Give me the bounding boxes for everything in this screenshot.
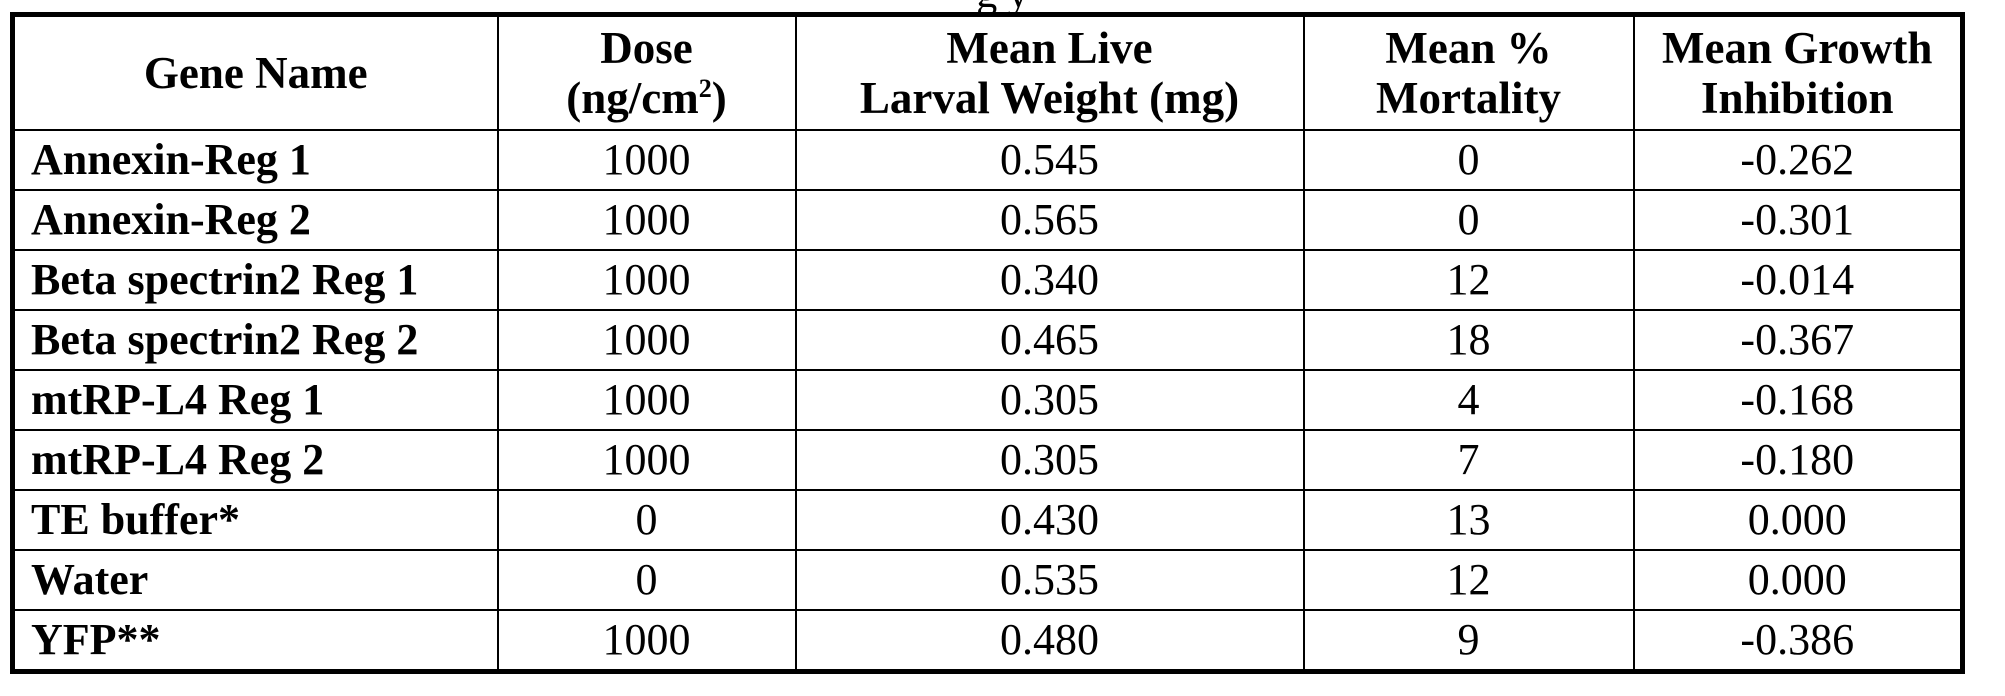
larval-weight-cell: 0.340	[796, 250, 1304, 310]
growth-inhibition-cell: -0.180	[1634, 430, 1963, 490]
growth-inhibition-cell: -0.301	[1634, 190, 1963, 250]
header-mean-mortality: Mean % Mortality	[1304, 15, 1634, 131]
mortality-cell: 7	[1304, 430, 1634, 490]
gene-name-cell: mtRP-L4 Reg 1	[13, 370, 498, 430]
gene-name-cell: Annexin-Reg 2	[13, 190, 498, 250]
header-dose: Dose (ng/cm2)	[498, 15, 796, 131]
header-gene-name: Gene Name	[13, 15, 498, 131]
mortality-cell: 4	[1304, 370, 1634, 430]
dose-cell: 1000	[498, 250, 796, 310]
growth-inhibition-cell: -0.168	[1634, 370, 1963, 430]
dose-cell: 1000	[498, 370, 796, 430]
table-row: Annexin-Reg 110000.5450-0.262	[13, 130, 1963, 190]
gene-name-cell: Beta spectrin2 Reg 1	[13, 250, 498, 310]
table-row: Beta spectrin2 Reg 110000.34012-0.014	[13, 250, 1963, 310]
larval-weight-cell: 0.565	[796, 190, 1304, 250]
mortality-cell: 0	[1304, 190, 1634, 250]
table-row: YFP**10000.4809-0.386	[13, 610, 1963, 672]
growth-inhibition-cell: -0.386	[1634, 610, 1963, 672]
table-row: Annexin-Reg 210000.5650-0.301	[13, 190, 1963, 250]
dose-cell: 1000	[498, 130, 796, 190]
dose-cell: 0	[498, 550, 796, 610]
gene-name-cell: Annexin-Reg 1	[13, 130, 498, 190]
larval-weight-cell: 0.430	[796, 490, 1304, 550]
mortality-cell: 12	[1304, 250, 1634, 310]
growth-inhibition-cell: 0.000	[1634, 490, 1963, 550]
larval-weight-cell: 0.305	[796, 430, 1304, 490]
table-row: TE buffer*00.430130.000	[13, 490, 1963, 550]
larval-weight-cell: 0.480	[796, 610, 1304, 672]
table-row: Water00.535120.000	[13, 550, 1963, 610]
larval-weight-cell: 0.305	[796, 370, 1304, 430]
gene-name-cell: TE buffer*	[13, 490, 498, 550]
growth-inhibition-cell: 0.000	[1634, 550, 1963, 610]
larval-weight-cell: 0.535	[796, 550, 1304, 610]
header-mean-live-larval-weight: Mean Live Larval Weight (mg)	[796, 15, 1304, 131]
gene-name-cell: Water	[13, 550, 498, 610]
mortality-cell: 13	[1304, 490, 1634, 550]
mortality-cell: 9	[1304, 610, 1634, 672]
table-row: mtRP-L4 Reg 210000.3057-0.180	[13, 430, 1963, 490]
table-row: mtRP-L4 Reg 110000.3054-0.168	[13, 370, 1963, 430]
mortality-cell: 0	[1304, 130, 1634, 190]
header-row: Gene Name Dose (ng/cm2) Mean Live Larval…	[13, 15, 1963, 131]
table-row: Beta spectrin2 Reg 210000.46518-0.367	[13, 310, 1963, 370]
dose-cell: 1000	[498, 430, 796, 490]
larval-weight-cell: 0.545	[796, 130, 1304, 190]
growth-inhibition-cell: -0.262	[1634, 130, 1963, 190]
dose-cell: 1000	[498, 610, 796, 672]
results-table: Gene Name Dose (ng/cm2) Mean Live Larval…	[10, 12, 1965, 674]
mortality-cell: 12	[1304, 550, 1634, 610]
gene-name-cell: YFP**	[13, 610, 498, 672]
dose-cell: 1000	[498, 310, 796, 370]
growth-inhibition-cell: -0.367	[1634, 310, 1963, 370]
gene-name-cell: mtRP-L4 Reg 2	[13, 430, 498, 490]
header-mean-growth-inhibition: Mean Growth Inhibition	[1634, 15, 1963, 131]
table-body: Annexin-Reg 110000.5450-0.262Annexin-Reg…	[13, 130, 1963, 672]
growth-inhibition-cell: -0.014	[1634, 250, 1963, 310]
mortality-cell: 18	[1304, 310, 1634, 370]
gene-name-cell: Beta spectrin2 Reg 2	[13, 310, 498, 370]
dose-cell: 0	[498, 490, 796, 550]
larval-weight-cell: 0.465	[796, 310, 1304, 370]
dose-cell: 1000	[498, 190, 796, 250]
